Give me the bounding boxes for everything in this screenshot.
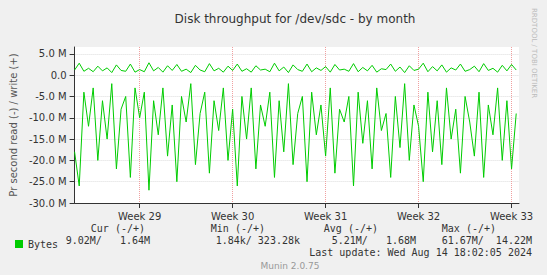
svg-text:Avg (-/+): Avg (-/+) (324, 223, 378, 234)
svg-text:Pr second read (-) / write (+): Pr second read (-) / write (+) (8, 53, 19, 196)
svg-text:0.0: 0.0 (51, 70, 67, 81)
svg-text:Munin 2.0.75: Munin 2.0.75 (261, 261, 320, 271)
svg-text:Last update: Wed Aug 14 18:02:: Last update: Wed Aug 14 18:02:05 2024 (309, 247, 532, 258)
svg-text:61.67M/ 14.22M: 61.67M/ 14.22M (442, 235, 532, 246)
svg-text:5.0 M: 5.0 M (39, 48, 67, 59)
svg-text:-25.0 M: -25.0 M (29, 176, 67, 187)
svg-text:Week 29: Week 29 (118, 211, 161, 222)
svg-text:-10.0 M: -10.0 M (29, 112, 67, 123)
svg-text:9.02M/ 1.64M: 9.02M/ 1.64M (66, 235, 150, 246)
svg-text:5.21M/ 1.68M: 5.21M/ 1.68M (332, 235, 416, 246)
svg-text:Week 31: Week 31 (304, 211, 347, 222)
svg-text:-5.0 M: -5.0 M (35, 91, 66, 102)
svg-text:Bytes: Bytes (28, 239, 58, 250)
svg-text:Cur (-/+): Cur (-/+) (91, 223, 145, 234)
svg-text:Week 32: Week 32 (397, 211, 440, 222)
svg-text:-15.0 M: -15.0 M (29, 134, 67, 145)
svg-text:-20.0 M: -20.0 M (29, 155, 67, 166)
svg-text:Min (-/+): Min (-/+) (211, 223, 265, 234)
svg-text:RRDTOOL / TOBI OETIKER: RRDTOOL / TOBI OETIKER (530, 8, 538, 98)
svg-text:Disk throughput for /dev/sdc -: Disk throughput for /dev/sdc - by month (175, 12, 416, 26)
svg-text:Max (-/+): Max (-/+) (442, 223, 496, 234)
svg-text:Week 30: Week 30 (211, 211, 254, 222)
svg-text:-30.0 M: -30.0 M (29, 198, 67, 209)
svg-text:Week 33: Week 33 (490, 211, 533, 222)
svg-text:1.84k/ 323.28k: 1.84k/ 323.28k (216, 235, 300, 246)
